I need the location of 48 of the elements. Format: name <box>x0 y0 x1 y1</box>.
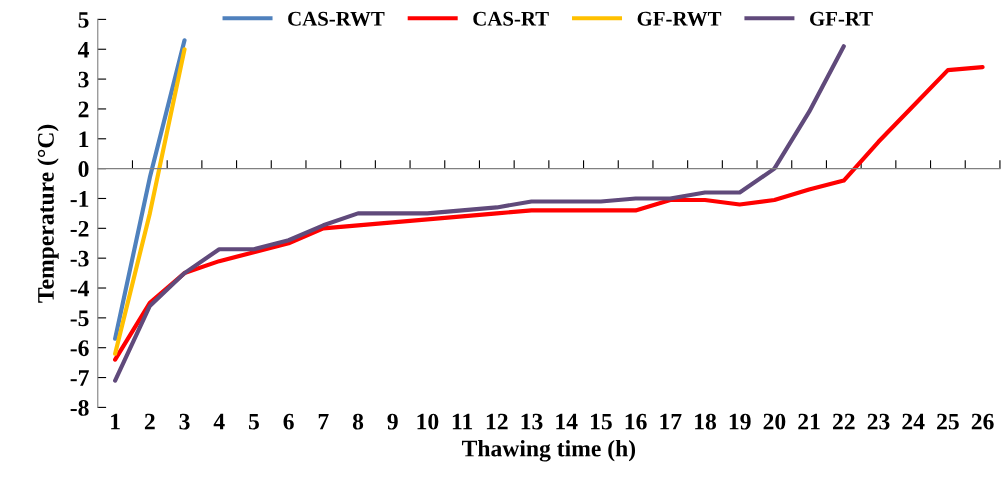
x-tick-label: 16 <box>625 413 647 430</box>
legend-label: CAS-RT <box>473 11 549 26</box>
y-tick-label: -8 <box>70 399 89 416</box>
y-tick-label: -3 <box>70 250 89 267</box>
y-tick-label: 2 <box>78 101 89 118</box>
x-tick-label: 3 <box>179 413 190 430</box>
x-axis-title: Thawing time (h) <box>461 439 636 462</box>
x-tick-label: 24 <box>902 413 925 430</box>
y-tick-label: -2 <box>70 220 89 237</box>
y-tick-label: -4 <box>70 280 89 297</box>
x-tick-label: 10 <box>417 413 439 430</box>
legend-label: GF-RWT <box>637 11 722 26</box>
x-tick-label: 14 <box>556 413 578 430</box>
y-tick-label: -7 <box>70 370 89 386</box>
x-tick-label: 8 <box>352 413 364 430</box>
x-tick-label: 15 <box>590 413 612 430</box>
x-tick-label: 21 <box>798 413 820 430</box>
x-tick-label: 6 <box>283 413 294 430</box>
x-tick-label: 22 <box>832 413 855 430</box>
x-tick-label: 23 <box>867 413 890 430</box>
x-tick-label: 11 <box>452 413 473 430</box>
y-tick-label: 5 <box>78 12 89 28</box>
line-series <box>113 65 985 362</box>
x-tick-label: 26 <box>971 413 994 430</box>
x-tick-label: 5 <box>248 413 259 430</box>
x-tick-label: 17 <box>660 413 682 430</box>
legend-label: GF-RT <box>810 11 873 26</box>
x-tick-label: 18 <box>695 413 717 430</box>
y-tick-label: 0 <box>78 161 89 178</box>
x-tick-label: 20 <box>763 413 786 430</box>
x-tick-label: 4 <box>213 413 225 430</box>
x-tick-label: 19 <box>729 413 751 430</box>
x-tick-label: 2 <box>144 413 155 430</box>
y-tick-label: 3 <box>78 71 89 88</box>
x-tick-label: 13 <box>521 413 543 430</box>
x-tick-label: 7 <box>318 413 329 430</box>
x-tick-label: 1 <box>111 413 120 430</box>
x-tick-label: 9 <box>387 413 398 430</box>
legend-label: CAS-RWT <box>288 11 385 26</box>
x-tick-label: 25 <box>937 413 959 430</box>
y-tick-label: 4 <box>77 41 89 58</box>
x-tick-label: 12 <box>486 413 508 430</box>
y-tick-label: 1 <box>79 131 89 147</box>
y-tick-label: -6 <box>70 340 89 357</box>
line-series <box>113 44 846 383</box>
y-tick-label: -5 <box>70 310 89 327</box>
y-axis-title: Temperature (°C) <box>37 124 59 303</box>
y-tick-label: -1 <box>70 191 89 207</box>
